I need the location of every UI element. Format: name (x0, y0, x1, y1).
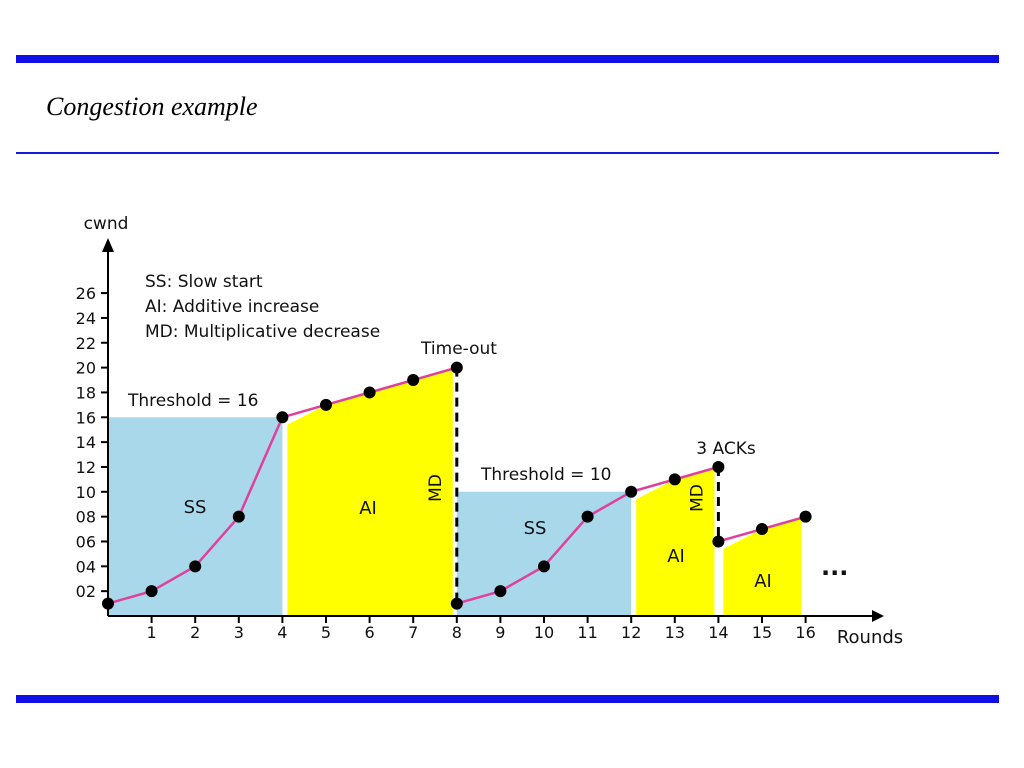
x-tick-label: 11 (577, 623, 597, 642)
title-divider (16, 152, 999, 154)
bottom-blue-bar (16, 695, 999, 703)
region-label-ss: SS (184, 497, 207, 518)
y-tick-label: 06 (76, 532, 96, 551)
x-tick-label: 6 (365, 623, 375, 642)
y-tick-label: 02 (76, 582, 96, 601)
data-point (407, 374, 420, 387)
data-point (145, 585, 158, 598)
region-ai-5 (723, 516, 802, 616)
three-acks-label: 3 ACKs (696, 439, 756, 459)
x-tick-label: 13 (665, 623, 685, 642)
threshold-16-label: Threshold = 16 (127, 391, 258, 411)
data-point (494, 585, 507, 598)
annotations: SS AI SS AI AI Time-out 3 ACKs Threshold = 16 Th… (127, 272, 848, 592)
x-tick-label: 7 (408, 623, 418, 642)
x-tick-label: 1 (147, 623, 157, 642)
x-tick-label: 3 (234, 623, 244, 642)
y-tick-label: 26 (76, 284, 96, 303)
data-point (668, 473, 681, 486)
data-point (756, 523, 768, 536)
data-point (363, 386, 376, 399)
y-tick-label: 12 (76, 458, 96, 477)
y-tick-label: 20 (76, 359, 96, 378)
region-label-ai: AI (359, 498, 377, 519)
region-ss-3 (456, 491, 632, 616)
x-tick-label: 2 (190, 623, 200, 642)
region-ai-4 (636, 466, 715, 616)
legend-entry: AI: Additive increase (145, 297, 319, 317)
region-ai-2 (287, 367, 453, 616)
timeout-label: Time-out (420, 339, 497, 359)
region-ss-1 (108, 417, 283, 616)
data-point (799, 510, 812, 523)
data-point (276, 411, 289, 424)
legend-entry: MD: Multiplicative decrease (145, 322, 380, 342)
x-tick-label: 15 (752, 623, 772, 642)
region-label-ai: AI (754, 571, 772, 592)
data-point (625, 485, 638, 498)
x-tick-label: 12 (621, 623, 641, 642)
data-point (189, 560, 202, 573)
y-tick-label: 16 (76, 408, 96, 427)
top-blue-bar (16, 55, 999, 63)
data-point (450, 597, 463, 610)
x-tick-label: 9 (495, 623, 505, 642)
x-tick-label: 4 (277, 623, 287, 642)
data-point (450, 361, 463, 374)
threshold-10-label: Threshold = 10 (480, 465, 611, 485)
x-tick-label: 16 (795, 623, 815, 642)
data-point (232, 510, 245, 523)
x-axis-arrow (872, 610, 884, 622)
legend-entry: SS: Slow start (145, 272, 263, 292)
y-tick-label: 22 (76, 334, 96, 353)
y-tick-label: 24 (76, 309, 96, 328)
slide-title: Congestion example (46, 92, 258, 121)
phase-regions (108, 367, 802, 616)
data-point (538, 560, 550, 573)
region-label-ss: SS (524, 518, 547, 539)
data-point (581, 510, 594, 523)
x-tick-label: 14 (708, 623, 728, 642)
continuation-dots: ... (821, 553, 848, 581)
cwnd-series (102, 361, 812, 610)
x-tick-label: 8 (452, 623, 462, 642)
y-tick-label: 10 (76, 483, 96, 502)
md-label: MD (426, 474, 446, 502)
data-point (320, 398, 332, 411)
region-label-ai: AI (667, 546, 685, 567)
data-point (102, 597, 114, 610)
data-point (712, 535, 725, 548)
y-axis-arrow (102, 238, 114, 252)
y-tick-label: 18 (76, 383, 96, 402)
y-tick-label: 04 (76, 557, 96, 576)
x-tick-label: 10 (534, 623, 554, 642)
x-axis-label: Rounds (837, 627, 903, 648)
data-point (712, 460, 725, 473)
y-axis-label: cwnd (84, 214, 129, 234)
x-tick-label: 5 (321, 623, 331, 642)
drop-events: MD MD (426, 367, 720, 604)
md-label: MD (687, 484, 707, 512)
y-tick-label: 08 (76, 508, 96, 527)
y-tick-label: 14 (76, 433, 96, 452)
axes: 1 2 3 4 5 6 7 8 9 10 11 12 13 14 15 1602040608101214161… (76, 214, 904, 648)
